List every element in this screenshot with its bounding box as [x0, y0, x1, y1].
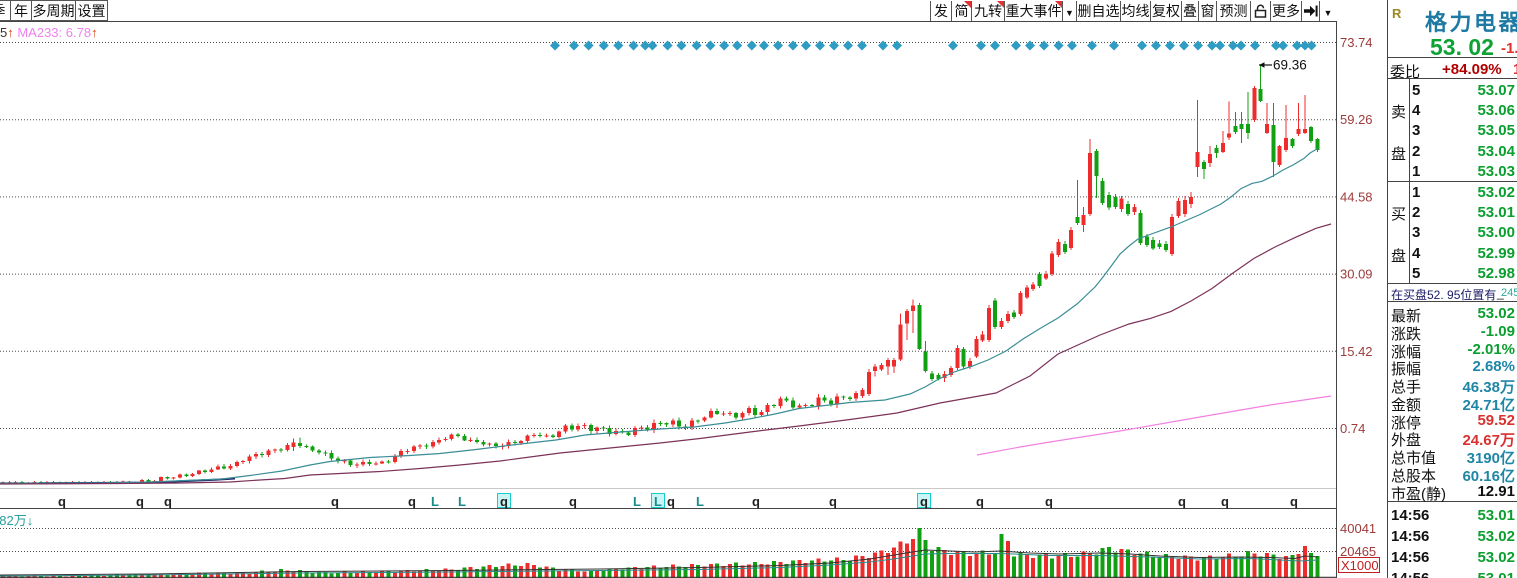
- svg-text:40041: 40041: [1340, 521, 1376, 536]
- svg-text:q: q: [1221, 494, 1229, 509]
- svg-text:q: q: [500, 494, 508, 509]
- svg-text:L: L: [458, 494, 466, 509]
- svg-text:q: q: [829, 494, 837, 509]
- svg-text:30.09: 30.09: [1340, 267, 1373, 282]
- svg-text:q: q: [1045, 494, 1053, 509]
- svg-text:982万↓: 982万↓: [0, 513, 33, 528]
- svg-text:L: L: [654, 494, 662, 509]
- svg-text:q: q: [408, 494, 416, 509]
- svg-text:20465: 20465: [1340, 544, 1376, 559]
- svg-text:L: L: [633, 494, 641, 509]
- svg-text:59.26: 59.26: [1340, 112, 1373, 127]
- svg-text:q: q: [136, 494, 144, 509]
- svg-text:q: q: [331, 494, 339, 509]
- svg-text:q: q: [1178, 494, 1186, 509]
- svg-text:0.74: 0.74: [1340, 421, 1365, 436]
- svg-text:q: q: [667, 494, 675, 509]
- svg-text:q: q: [920, 494, 928, 509]
- svg-text:15.42: 15.42: [1340, 344, 1373, 359]
- svg-text:L: L: [431, 494, 439, 509]
- svg-text:q: q: [569, 494, 577, 509]
- svg-text:73.74: 73.74: [1340, 35, 1373, 50]
- svg-text:q: q: [164, 494, 172, 509]
- svg-text:L: L: [696, 494, 704, 509]
- svg-text:X1000: X1000: [1341, 558, 1379, 573]
- svg-text:q: q: [1290, 494, 1298, 509]
- svg-text:q: q: [58, 494, 66, 509]
- svg-text:q: q: [976, 494, 984, 509]
- svg-text:44.58: 44.58: [1340, 189, 1373, 204]
- svg-text:q: q: [752, 494, 760, 509]
- svg-text:69.36: 69.36: [1273, 58, 1307, 73]
